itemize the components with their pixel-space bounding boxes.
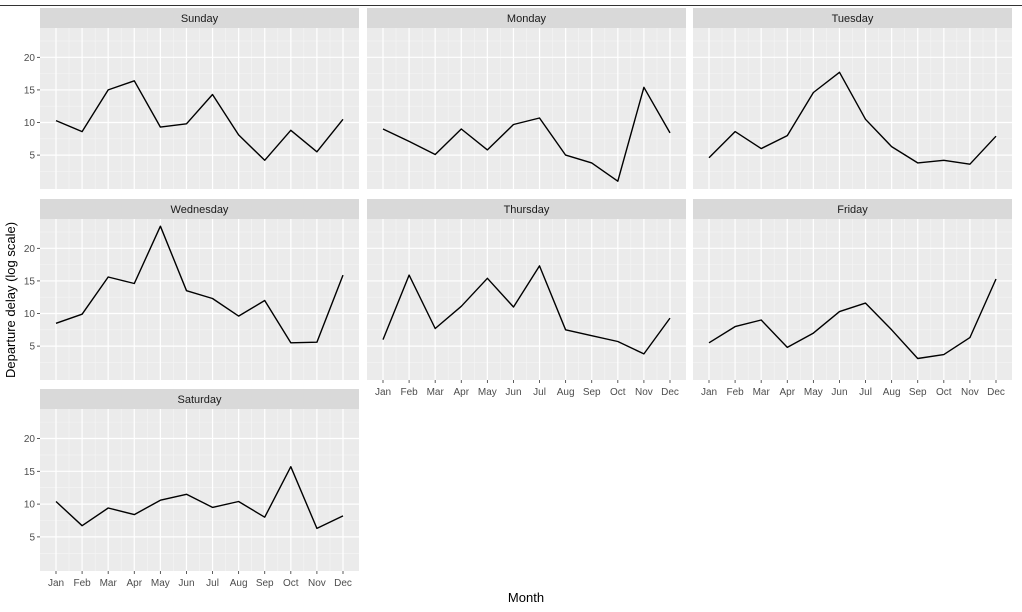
x-tick-label: Sep xyxy=(909,387,927,398)
y-tick-label: 20 xyxy=(24,53,36,64)
x-tick-label: Jun xyxy=(831,387,847,398)
x-tick-label: Oct xyxy=(283,578,299,589)
x-tick-label: Feb xyxy=(73,578,91,589)
x-tick-label: Dec xyxy=(334,578,352,589)
series-line-wednesday xyxy=(55,225,344,344)
facet-strip xyxy=(40,389,359,409)
y-tick-label: 20 xyxy=(24,434,36,445)
x-tick-label: Jan xyxy=(701,387,717,398)
facet-strip xyxy=(40,199,359,219)
facet-sunday: Sunday 5 10 15 20 xyxy=(24,8,359,189)
x-tick-label: Jun xyxy=(178,578,194,589)
series-line-friday xyxy=(708,278,997,360)
x-axis-title: Month xyxy=(508,590,544,605)
x-tick-label: Aug xyxy=(883,387,901,398)
x-tick-label: Mar xyxy=(753,387,771,398)
x-tick-label: Feb xyxy=(726,387,744,398)
x-tick-label: Dec xyxy=(987,387,1005,398)
x-tick-label: Feb xyxy=(400,387,418,398)
y-tick-label: 5 xyxy=(29,532,35,543)
x-tick-label: Mar xyxy=(100,578,118,589)
facet-strip xyxy=(40,8,359,28)
y-tick-label: 20 xyxy=(24,244,36,255)
series-line-sunday xyxy=(55,80,344,161)
facet-strip-label: Monday xyxy=(507,13,547,25)
y-tick-label: 5 xyxy=(29,342,35,353)
x-tick-label: May xyxy=(804,387,823,398)
x-tick-label: Nov xyxy=(961,387,979,398)
facet-strip-label: Saturday xyxy=(177,394,222,406)
facet-wednesday: Wednesday 5 10 15 20 xyxy=(24,199,359,380)
x-tick-label: Jul xyxy=(533,387,546,398)
x-tick-label: Nov xyxy=(635,387,653,398)
x-tick-label: Nov xyxy=(308,578,326,589)
x-tick-label: Jan xyxy=(48,578,64,589)
top-border-line xyxy=(0,0,1022,6)
x-tick-label: Jun xyxy=(505,387,521,398)
facet-strip-label: Friday xyxy=(837,204,868,216)
y-tick-label: 15 xyxy=(24,467,36,478)
facet-strip xyxy=(367,8,686,28)
x-tick-label: Jul xyxy=(859,387,872,398)
x-tick-label: Apr xyxy=(453,387,469,398)
x-tick-label: Dec xyxy=(661,387,679,398)
x-tick-label: Oct xyxy=(936,387,952,398)
facet-strip-label: Sunday xyxy=(181,13,219,25)
facet-strip-label: Wednesday xyxy=(171,204,229,216)
facet-thursday: Thursday Jan Feb Mar Apr May Jun Jul Aug Sep Oct No… xyxy=(367,199,686,398)
x-tick-label: Mar xyxy=(427,387,445,398)
facet-friday: Friday Jan Feb Mar Apr May Jun Jul Aug Sep Oct Nov D… xyxy=(693,199,1012,398)
series-line-monday xyxy=(382,86,671,182)
series-line-thursday xyxy=(382,265,671,355)
x-tick-label: Aug xyxy=(230,578,248,589)
y-tick-label: 10 xyxy=(24,500,36,511)
x-tick-label: Apr xyxy=(779,387,795,398)
facet-strip xyxy=(693,8,1012,28)
x-tick-label: May xyxy=(478,387,497,398)
facet-strip xyxy=(693,199,1012,219)
facet-strip-label: Thursday xyxy=(504,204,550,216)
y-axis-title: Departure delay (log scale) xyxy=(3,222,18,378)
x-tick-label: Jan xyxy=(375,387,391,398)
x-tick-label: Sep xyxy=(256,578,274,589)
facet-strip xyxy=(367,199,686,219)
y-tick-label: 10 xyxy=(24,118,36,129)
x-tick-label: Oct xyxy=(610,387,626,398)
x-tick-label: Apr xyxy=(126,578,142,589)
x-tick-label: Sep xyxy=(583,387,601,398)
facet-monday: Monday xyxy=(367,8,686,189)
y-tick-label: 10 xyxy=(24,309,36,320)
y-tick-label: 5 xyxy=(29,151,35,162)
facet-strip-label: Tuesday xyxy=(832,13,874,25)
series-line-tuesday xyxy=(708,71,997,165)
x-tick-label: Jul xyxy=(206,578,219,589)
series-line-saturday xyxy=(55,466,344,530)
facet-tuesday: Tuesday xyxy=(693,8,1012,189)
x-tick-label: May xyxy=(151,578,170,589)
y-tick-label: 15 xyxy=(24,276,36,287)
y-tick-label: 15 xyxy=(24,85,36,96)
facet-saturday: Saturday 5 10 15 20 Jan Feb Mar Apr May Jun Jul Aug S… xyxy=(24,389,359,589)
x-tick-label: Aug xyxy=(557,387,575,398)
